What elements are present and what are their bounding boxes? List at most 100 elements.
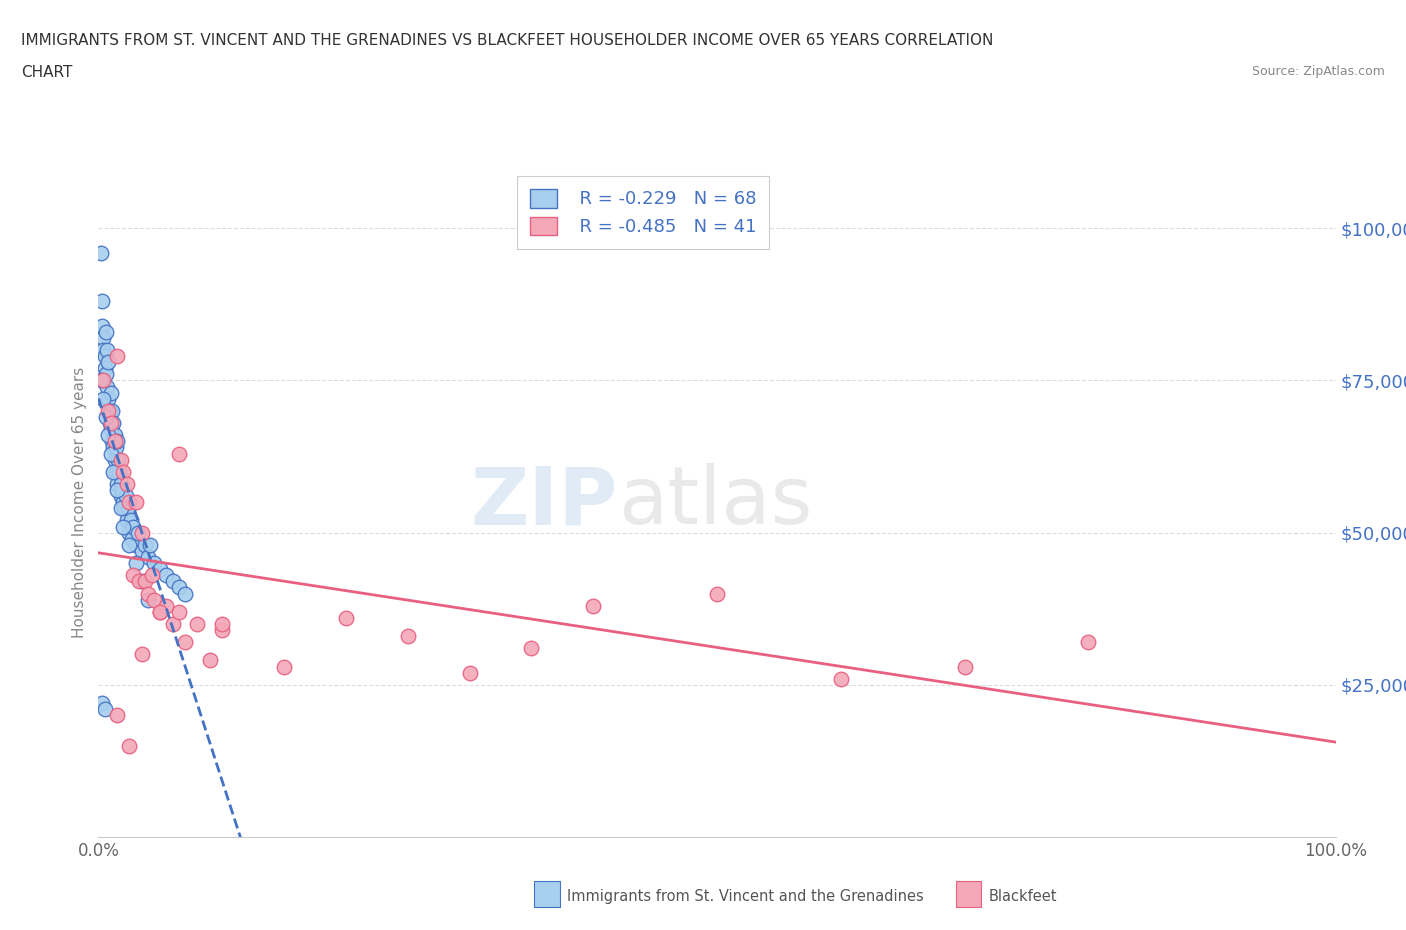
Point [114, 488, 136, 503]
Y-axis label: Householder Income Over 65 years: Householder Income Over 65 years [72, 366, 87, 638]
Point [136, 550, 159, 565]
Point [110, 476, 132, 491]
Point [98, 404, 121, 418]
Point [211, 622, 233, 637]
Point [131, 525, 153, 540]
Text: atlas: atlas [619, 463, 813, 541]
Point [103, 434, 125, 449]
Point [155, 598, 177, 613]
Point [105, 349, 128, 364]
Point [105, 708, 128, 723]
Point [94, 325, 117, 339]
Point [149, 562, 172, 577]
Point [118, 525, 141, 540]
Point [121, 531, 143, 546]
Point [155, 568, 177, 583]
Point [93, 702, 115, 717]
Point [105, 434, 128, 449]
Point [110, 452, 132, 467]
Point [118, 538, 141, 552]
Point [167, 580, 190, 595]
Point [335, 610, 357, 625]
Point [162, 617, 184, 631]
Point [105, 483, 128, 498]
Point [110, 501, 132, 516]
Point [97, 392, 120, 406]
Point [124, 495, 146, 510]
Point [101, 434, 124, 449]
Point [103, 440, 125, 455]
Point [520, 641, 543, 656]
Point [111, 483, 134, 498]
Point [120, 513, 142, 528]
Point [93, 361, 115, 376]
Point [136, 592, 159, 607]
Point [186, 617, 208, 631]
Point [112, 501, 135, 516]
Point [122, 519, 145, 534]
Point [91, 294, 114, 309]
Point [91, 318, 114, 333]
Point [118, 738, 141, 753]
Point [93, 342, 115, 357]
Point [115, 513, 138, 528]
Point [124, 555, 146, 570]
Point [94, 409, 117, 424]
Point [174, 586, 197, 601]
Point [112, 519, 135, 534]
Point [134, 538, 156, 552]
Point [143, 592, 166, 607]
Point [131, 574, 153, 589]
Point [104, 464, 127, 479]
Point [105, 476, 128, 491]
Point [110, 488, 132, 503]
Point [122, 568, 145, 583]
Point [98, 416, 121, 431]
Point [103, 416, 125, 431]
Point [149, 604, 172, 619]
Point [93, 349, 115, 364]
Text: Immigrants from St. Vincent and the Grenadines: Immigrants from St. Vincent and the Gren… [567, 889, 924, 904]
Point [149, 604, 172, 619]
Point [131, 543, 153, 558]
Point [953, 659, 976, 674]
Point [103, 428, 125, 443]
Point [104, 440, 127, 455]
Point [396, 629, 419, 644]
Point [127, 525, 149, 540]
Text: CHART: CHART [21, 65, 73, 80]
Point [136, 586, 159, 601]
Point [100, 421, 122, 436]
Point [273, 659, 295, 674]
Point [167, 446, 190, 461]
Point [97, 428, 120, 443]
Point [93, 373, 115, 388]
Point [94, 367, 117, 382]
Point [112, 464, 135, 479]
Text: Source: ZipAtlas.com: Source: ZipAtlas.com [1251, 65, 1385, 78]
Point [93, 392, 115, 406]
Point [143, 555, 166, 570]
Point [167, 604, 190, 619]
Point [117, 501, 139, 516]
Point [93, 330, 115, 345]
Text: ZIP: ZIP [471, 463, 619, 541]
Point [96, 379, 118, 394]
Point [118, 495, 141, 510]
Point [458, 665, 481, 680]
Text: IMMIGRANTS FROM ST. VINCENT AND THE GRENADINES VS BLACKFEET HOUSEHOLDER INCOME O: IMMIGRANTS FROM ST. VINCENT AND THE GREN… [21, 33, 994, 47]
Point [139, 538, 162, 552]
Point [198, 653, 221, 668]
Point [141, 568, 163, 583]
Point [103, 464, 125, 479]
Point [101, 404, 124, 418]
Point [830, 671, 852, 686]
Point [582, 598, 605, 613]
Point [107, 452, 129, 467]
Point [134, 574, 156, 589]
Point [162, 574, 184, 589]
Point [124, 538, 146, 552]
Text: Blackfeet: Blackfeet [988, 889, 1057, 904]
Point [96, 342, 118, 357]
Point [100, 416, 122, 431]
